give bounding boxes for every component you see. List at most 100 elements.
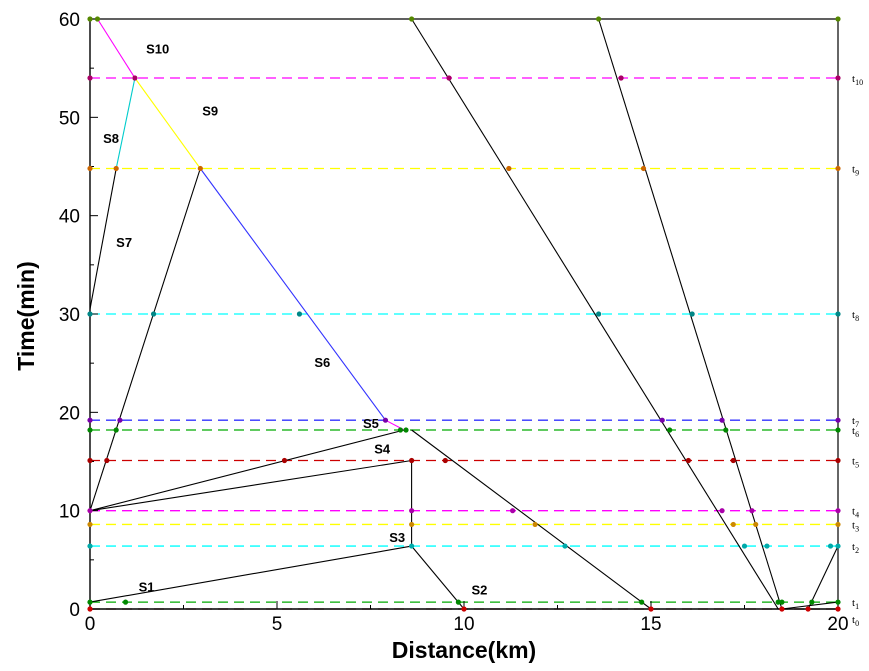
- segment-label: S6: [314, 355, 330, 370]
- data-point: [87, 457, 93, 464]
- data-point: [382, 417, 389, 423]
- data-point: [87, 606, 93, 612]
- trajectory-line: [807, 545, 839, 610]
- data-point: [779, 599, 785, 605]
- time-level-label: t5: [852, 456, 859, 470]
- data-point: [835, 521, 841, 528]
- trajectory-line: [411, 545, 465, 610]
- time-level-label: t10: [852, 73, 863, 87]
- data-point: [835, 606, 841, 612]
- data-point: [87, 521, 93, 528]
- data-point: [403, 427, 409, 433]
- x-tick-label: 0: [85, 614, 96, 635]
- data-point: [87, 427, 93, 433]
- segment-label: S1: [139, 579, 155, 594]
- y-tick-label: 0: [69, 600, 80, 621]
- data-point: [104, 457, 110, 464]
- data-point: [835, 165, 841, 172]
- data-point: [835, 16, 841, 22]
- data-point: [719, 508, 725, 514]
- y-tick-label: 40: [59, 207, 80, 228]
- time-level-label: t9: [852, 163, 859, 177]
- data-point: [87, 508, 93, 514]
- data-point: [835, 417, 841, 423]
- data-point: [122, 599, 129, 605]
- data-point: [805, 606, 811, 612]
- data-point: [618, 75, 624, 81]
- data-point: [723, 427, 729, 433]
- data-point: [150, 311, 157, 317]
- x-tick-label: 20: [827, 614, 848, 635]
- data-point: [835, 599, 841, 605]
- data-point: [87, 16, 93, 22]
- data-point: [281, 457, 288, 464]
- data-point: [532, 521, 538, 528]
- data-point: [648, 606, 654, 612]
- data-point: [730, 521, 736, 528]
- trajectory-line: [115, 77, 136, 169]
- data-point: [510, 508, 516, 514]
- data-point: [741, 543, 748, 549]
- trajectory-line: [89, 168, 201, 511]
- data-point: [455, 599, 461, 605]
- segment-label: S5: [363, 416, 379, 431]
- trajectory-line: [89, 168, 117, 310]
- data-point: [779, 606, 785, 612]
- segment-label: S9: [202, 103, 218, 118]
- data-point: [94, 16, 101, 22]
- data-point: [87, 417, 93, 423]
- data-point: [409, 457, 415, 464]
- data-point: [835, 75, 841, 81]
- data-point: [87, 599, 93, 605]
- segment-label: S4: [374, 442, 391, 457]
- data-point: [113, 165, 119, 172]
- y-tick-label: 10: [59, 502, 80, 523]
- trajectory-line: [411, 429, 652, 610]
- y-tick-label: 30: [59, 305, 80, 326]
- data-point: [749, 508, 755, 514]
- segment-labels: S1 S2 S3 S4 S5 S6 S7 S8 S9 S10: [103, 41, 487, 597]
- data-point: [506, 165, 512, 172]
- x-tick-label: 10: [453, 614, 474, 635]
- data-point: [409, 16, 415, 22]
- data-point: [775, 599, 781, 605]
- data-point: [835, 543, 841, 549]
- time-level-lines: [90, 77, 838, 610]
- data-point: [87, 75, 93, 81]
- data-point: [87, 543, 93, 549]
- data-point: [442, 457, 448, 464]
- data-point: [639, 599, 645, 605]
- data-point: [87, 311, 93, 317]
- y-axis-title: Time(min): [13, 261, 39, 370]
- segment-label: S2: [471, 582, 487, 597]
- y-tick-label: 50: [59, 108, 80, 129]
- data-point: [409, 543, 415, 549]
- data-point: [596, 16, 602, 22]
- data-point: [835, 457, 841, 464]
- trajectory-line: [89, 459, 412, 512]
- trajectory-line: [97, 18, 136, 79]
- time-level-label: t3: [852, 519, 859, 533]
- segment-label: S3: [389, 530, 405, 545]
- data-point: [113, 427, 119, 433]
- trajectory-line: [411, 18, 779, 610]
- data-point: [730, 457, 736, 464]
- y-tick-label: 60: [59, 10, 80, 31]
- data-point: [809, 599, 815, 605]
- data-points: [87, 16, 841, 612]
- data-point: [753, 521, 759, 528]
- data-point: [446, 75, 452, 81]
- data-point: [640, 165, 647, 172]
- data-point: [719, 417, 725, 423]
- x-axis-title: Distance(km): [392, 637, 536, 663]
- data-point: [296, 311, 303, 317]
- trajectory-line: [89, 545, 412, 603]
- trajectory-line: [89, 429, 405, 512]
- data-point: [659, 417, 665, 423]
- data-point: [132, 75, 138, 81]
- data-point: [835, 311, 841, 317]
- data-point: [397, 427, 404, 433]
- data-point: [197, 165, 203, 172]
